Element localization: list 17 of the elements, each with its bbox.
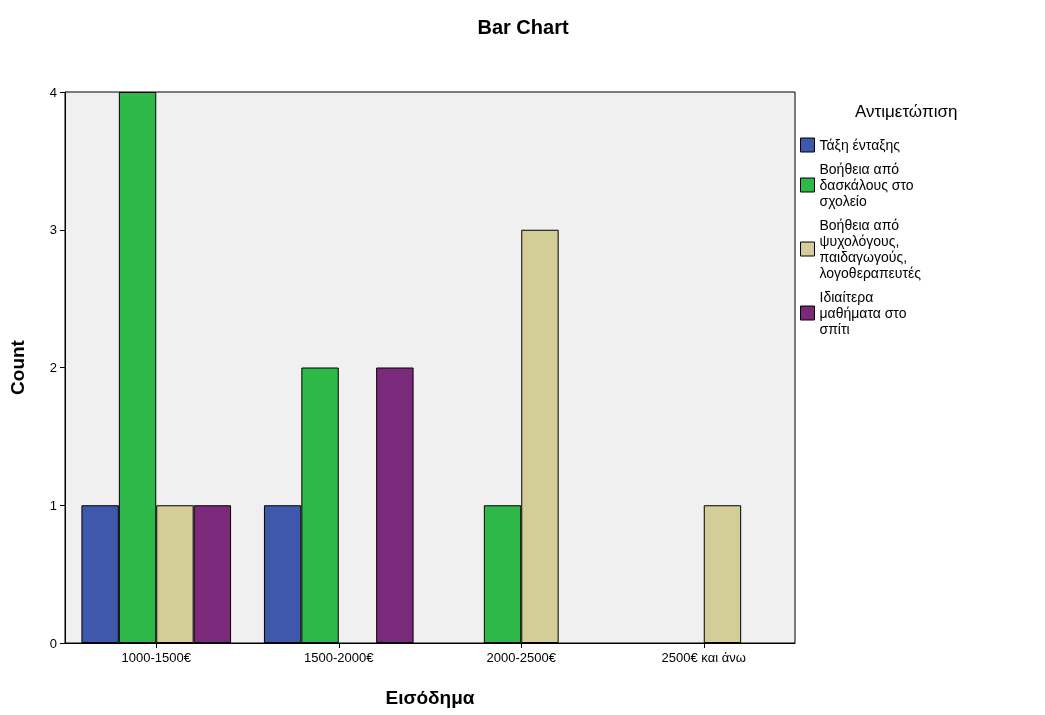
legend-label: Βοήθεια από ψυχολόγους, παιδαγωγούς, λογοθεραπευτές	[819, 217, 922, 281]
chart-title: Bar Chart	[477, 16, 569, 38]
legend-label: Ιδιαίτερα μαθήματα στο σπίτι	[819, 289, 911, 337]
legend-title: Αντιμετώπιση	[855, 102, 958, 121]
y-tick-label: 3	[49, 222, 57, 238]
x-tick-label: 1500-2000€	[304, 650, 375, 665]
y-tick-label: 1	[49, 497, 57, 513]
y-tick-label: 4	[49, 84, 57, 100]
legend-label: Τάξη ένταξης	[819, 137, 901, 153]
x-axis-title: Εισόδημα	[385, 687, 475, 708]
x-tick-label: 1000-1500€	[121, 650, 192, 665]
y-tick-label: 0	[49, 635, 57, 651]
y-tick-label: 2	[49, 360, 57, 375]
x-tick-label: 2000-2500€	[486, 650, 557, 665]
legend-label: Βοήθεια από δασκάλους στο σχολείο	[819, 161, 918, 209]
y-axis-title: Count	[7, 339, 28, 395]
x-tick-label: 2500€ και άνω	[661, 650, 746, 665]
